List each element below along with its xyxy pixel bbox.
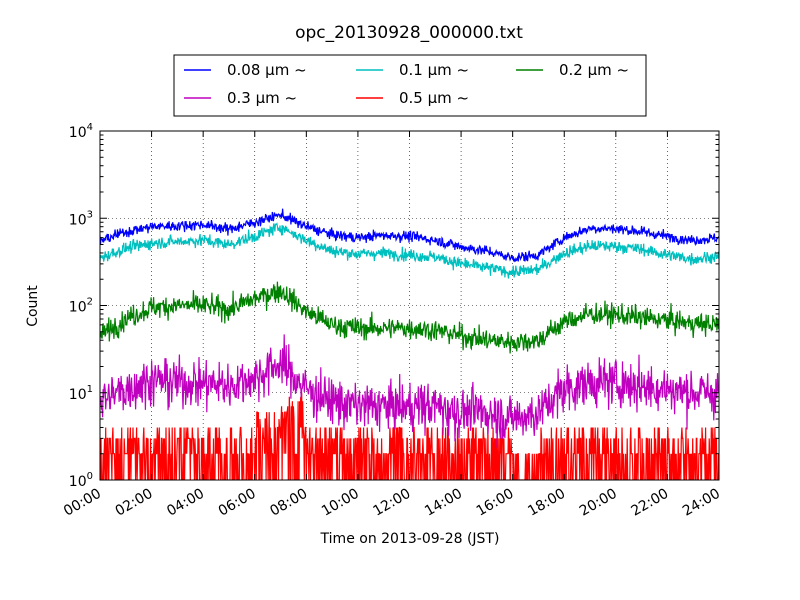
- x-axis-label: Time on 2013-09-28 (JST): [320, 531, 500, 547]
- series-line: [100, 281, 719, 354]
- x-tick-label: 20:00: [577, 486, 620, 520]
- legend-label: 0.2 μm ~: [559, 61, 629, 79]
- series-layer: [100, 208, 719, 480]
- y-tick-label: 101: [69, 384, 93, 403]
- y-tick-label: 103: [69, 209, 93, 228]
- legend-label: 0.1 μm ~: [399, 61, 469, 79]
- x-tick-label: 10:00: [319, 486, 362, 520]
- series-line: [100, 334, 719, 448]
- x-tick-label: 22:00: [628, 486, 671, 520]
- x-tick-label: 02:00: [113, 486, 156, 520]
- x-tick-label: 14:00: [422, 486, 465, 520]
- x-tick-label: 08:00: [267, 486, 310, 520]
- x-tick-label: 12:00: [371, 486, 414, 520]
- y-axis: 100 101 102 103 104: [69, 122, 719, 490]
- x-tick-label: 18:00: [525, 486, 568, 520]
- y-tick-label: 100: [69, 471, 93, 490]
- legend: 0.08 μm ~ 0.1 μm ~ 0.2 μm ~ 0.3 μm ~ 0.5 μm …: [173, 54, 647, 117]
- series-line: [100, 222, 719, 279]
- x-tick-label: 16:00: [474, 486, 517, 520]
- legend-label: 0.3 μm ~: [227, 89, 297, 107]
- y-tick-label: 102: [69, 297, 93, 316]
- series-line: [100, 208, 719, 263]
- y-tick-label: 104: [69, 122, 93, 141]
- legend-label: 0.5 μm ~: [399, 89, 469, 107]
- legend-box: [173, 54, 647, 117]
- x-tick-label: 24:00: [680, 486, 723, 520]
- y-axis-label: Count: [25, 285, 41, 327]
- x-tick-label: 04:00: [164, 486, 207, 520]
- legend-label: 0.08 μm ~: [227, 61, 307, 79]
- chart-title: opc_20130928_000000.txt: [295, 23, 523, 43]
- x-tick-label: 00:00: [61, 486, 104, 520]
- series-line: [100, 392, 719, 480]
- x-tick-label: 06:00: [216, 486, 259, 520]
